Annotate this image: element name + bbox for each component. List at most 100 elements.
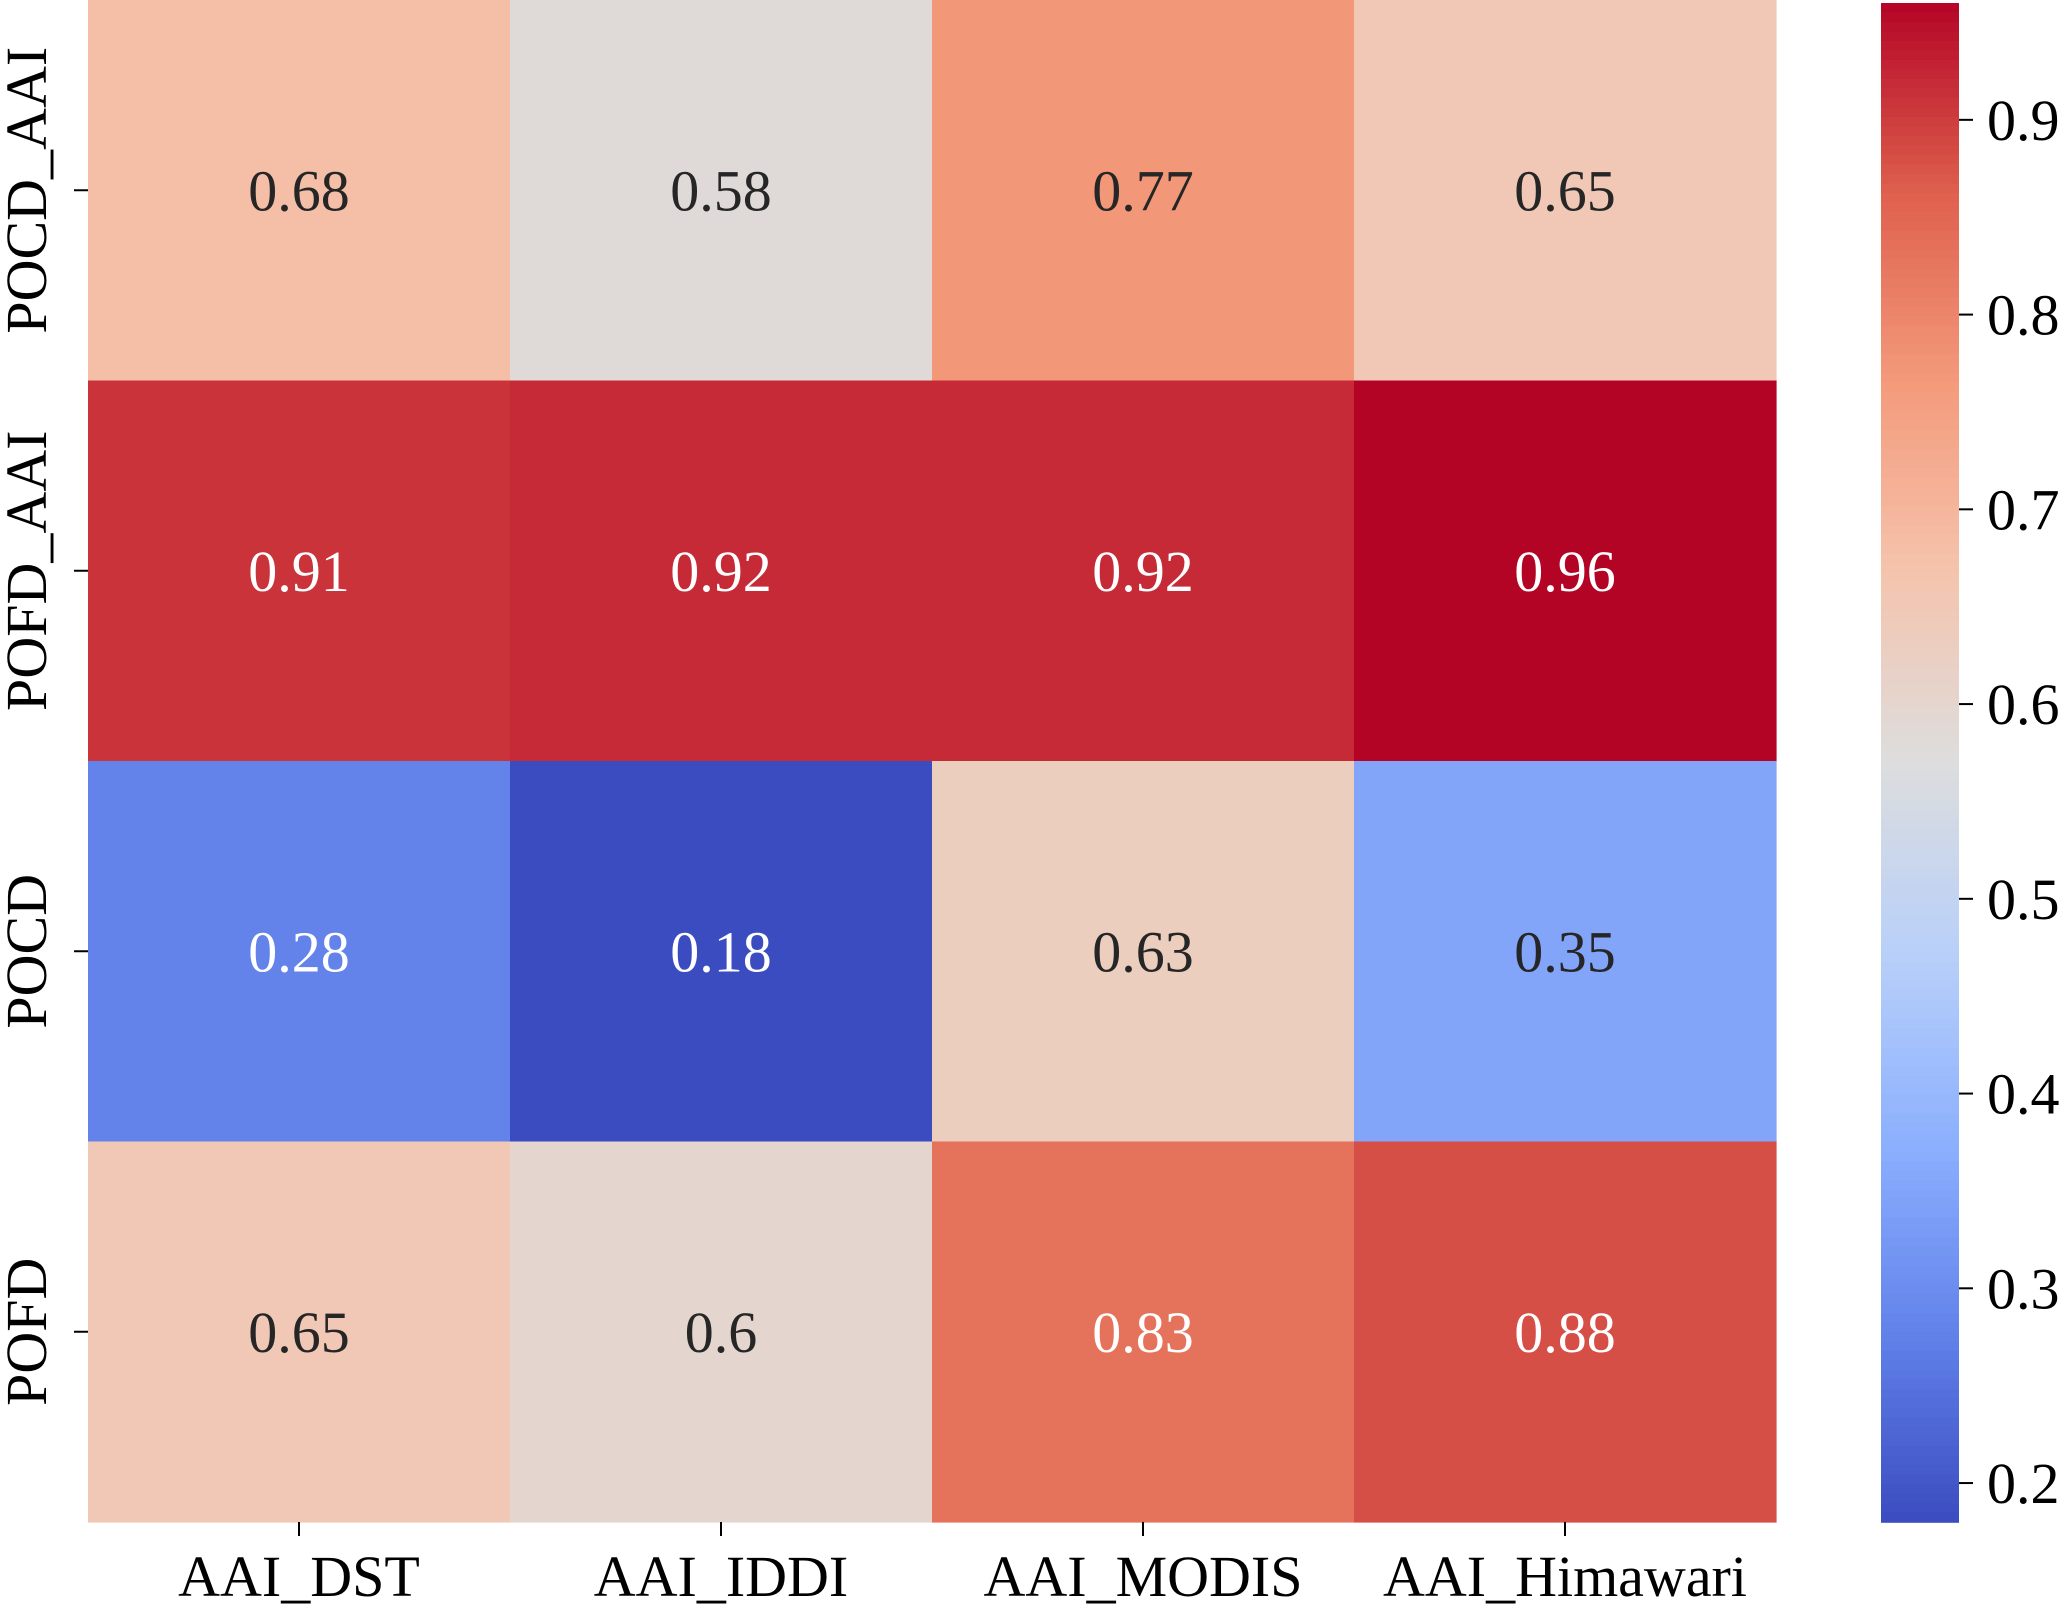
colorbar-segment xyxy=(1881,1408,1959,1419)
colorbar-segment xyxy=(1881,135,1959,147)
colorbar-segment xyxy=(1881,344,1959,356)
heatmap-value-label: 0.77 xyxy=(1092,158,1194,223)
colorbar-segment xyxy=(1881,240,1959,251)
colorbar-segment xyxy=(1881,458,1959,469)
colorbar-segment xyxy=(1881,1037,1959,1049)
colorbar-segment xyxy=(1881,904,1959,916)
heatmap-cell xyxy=(88,1141,511,1523)
colorbar-segment xyxy=(1881,126,1959,137)
colorbar-segment xyxy=(1881,534,1959,545)
heatmap-value-label: 0.92 xyxy=(670,539,772,604)
colorbar-segment xyxy=(1881,1256,1959,1267)
colorbar-segment xyxy=(1881,430,1959,441)
heatmap-cell xyxy=(932,761,1355,1143)
heatmap-value-label: 0.63 xyxy=(1092,919,1194,984)
colorbar-tick-label: 0.8 xyxy=(1987,283,2060,348)
colorbar-segment xyxy=(1881,392,1959,403)
colorbar-segment xyxy=(1881,971,1959,982)
colorbar-segment xyxy=(1881,610,1959,621)
colorbar-segment xyxy=(1881,544,1959,555)
x-tick-label: AAI_DST xyxy=(178,1544,420,1609)
x-tick-label: AAI_Himawari xyxy=(1383,1544,1747,1609)
colorbar-segment xyxy=(1881,1075,1959,1087)
colorbar-segment xyxy=(1881,1094,1959,1106)
colorbar-segment xyxy=(1881,525,1959,536)
colorbar-segment xyxy=(1881,335,1959,346)
colorbar-segment xyxy=(1881,354,1959,365)
colorbar-segment xyxy=(1881,857,1959,868)
colorbar-segment xyxy=(1881,572,1959,583)
colorbar-segment xyxy=(1881,12,1959,23)
colorbar-segment xyxy=(1881,1465,1959,1476)
colorbar-segment xyxy=(1881,107,1959,118)
colorbar-segment xyxy=(1881,961,1959,973)
colorbar-segment xyxy=(1881,278,1959,289)
colorbar-segment xyxy=(1881,895,1959,906)
colorbar-segment xyxy=(1881,69,1959,80)
colorbar-segment xyxy=(1881,1218,1959,1229)
colorbar-segment xyxy=(1881,59,1959,71)
colorbar-segment xyxy=(1881,1265,1959,1276)
colorbar-segment xyxy=(1881,1512,1959,1523)
colorbar-segment xyxy=(1881,1018,1959,1030)
colorbar-segment xyxy=(1881,990,1959,1001)
colorbar-segment xyxy=(1881,1208,1959,1219)
colorbar-segment xyxy=(1881,449,1959,460)
colorbar-segment xyxy=(1881,686,1959,697)
heatmap-cell xyxy=(1354,380,1777,762)
heatmap-value-label: 0.91 xyxy=(248,539,350,604)
heatmap-value-label: 0.18 xyxy=(670,919,772,984)
y-tick-label: POCD xyxy=(0,874,59,1029)
colorbar-segment xyxy=(1881,1028,1959,1039)
colorbar-segment xyxy=(1881,771,1959,783)
colorbar-segment xyxy=(1881,164,1959,175)
colorbar-segment xyxy=(1881,78,1959,90)
x-tick-label: AAI_IDDI xyxy=(594,1544,849,1609)
colorbar-segment xyxy=(1881,439,1959,451)
colorbar-segment xyxy=(1881,1303,1959,1314)
colorbar-segment xyxy=(1881,31,1959,42)
colorbar-segment xyxy=(1881,1360,1959,1371)
colorbar-segment xyxy=(1881,876,1959,887)
colorbar-segment xyxy=(1881,1351,1959,1362)
heatmap-cell xyxy=(1354,761,1777,1143)
colorbar-segment xyxy=(1881,1189,1959,1201)
colorbar-segment xyxy=(1881,211,1959,223)
colorbar-segment xyxy=(1881,1294,1959,1305)
colorbar-segment xyxy=(1881,1170,1959,1182)
colorbar-segment xyxy=(1881,629,1959,640)
colorbar-segment xyxy=(1881,496,1959,507)
colorbar-segment xyxy=(1881,401,1959,413)
colorbar-segment xyxy=(1881,1246,1959,1257)
colorbar-segment xyxy=(1881,287,1959,299)
colorbar-segment xyxy=(1881,515,1959,526)
colorbar-segment xyxy=(1881,221,1959,232)
colorbar-segment xyxy=(1881,183,1959,194)
heatmap-value-label: 0.35 xyxy=(1514,919,1616,984)
heatmap-value-label: 0.92 xyxy=(1092,539,1194,604)
colorbar: 0.2 0.3 0.4 0.5 0.6 0.7 0.8 0.9 xyxy=(1881,3,2060,1523)
colorbar-segment xyxy=(1881,1474,1959,1485)
heatmap-cell xyxy=(932,380,1355,762)
colorbar-segment xyxy=(1881,202,1959,213)
heatmap-value-label: 0.65 xyxy=(1514,158,1616,223)
colorbar-tick-label: 0.9 xyxy=(1987,88,2060,153)
colorbar-segment xyxy=(1881,1389,1959,1400)
colorbar-segment xyxy=(1881,97,1959,109)
colorbar-segment xyxy=(1881,601,1959,612)
colorbar-segment xyxy=(1881,1284,1959,1295)
colorbar-segment xyxy=(1881,50,1959,61)
colorbar-segment xyxy=(1881,154,1959,166)
heatmap-value-labels: 0.68 0.58 0.77 0.65 0.91 0.92 0.92 0.96 0.28 0.18… xyxy=(248,158,1616,1365)
colorbar-segment xyxy=(1881,1199,1959,1210)
heatmap-value-label: 0.83 xyxy=(1092,1300,1194,1365)
colorbar-segment xyxy=(1881,942,1959,954)
colorbar-segment xyxy=(1881,1446,1959,1457)
colorbar-segment xyxy=(1881,1227,1959,1238)
y-tick-label: POFD_AAI xyxy=(0,431,59,711)
colorbar-segment xyxy=(1881,658,1959,669)
colorbar-segment xyxy=(1881,620,1959,631)
colorbar-segment xyxy=(1881,373,1959,384)
colorbar-segment xyxy=(1881,477,1959,488)
